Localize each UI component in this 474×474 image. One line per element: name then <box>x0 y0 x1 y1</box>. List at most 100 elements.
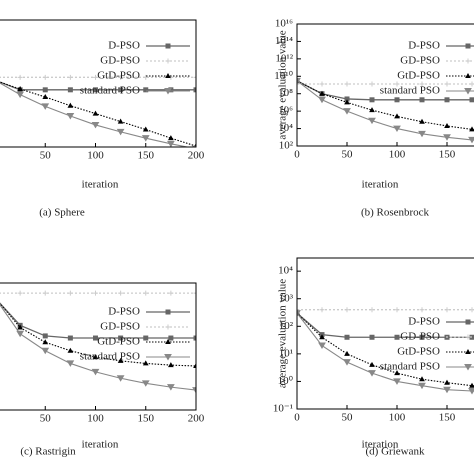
marker <box>93 290 98 296</box>
marker <box>343 108 351 115</box>
marker <box>92 354 99 360</box>
caption: (a) Sphere <box>39 207 85 219</box>
marker <box>469 81 474 87</box>
marker <box>17 324 23 330</box>
x-tick-label: 50 <box>342 412 354 424</box>
legend-label: standard PSO <box>80 85 140 97</box>
marker <box>66 113 75 120</box>
marker <box>444 97 450 103</box>
chart: D-PSO GD-PSO GtD-PSO standard PSO 0 50 100 150 1… <box>274 18 474 219</box>
marker <box>465 319 471 325</box>
marker <box>193 290 196 296</box>
marker <box>318 96 326 104</box>
marker <box>92 110 99 116</box>
marker <box>67 74 73 80</box>
marker <box>143 290 149 296</box>
legend-label: GD-PSO <box>100 55 140 67</box>
marker <box>443 134 451 141</box>
plot-area <box>0 74 196 147</box>
caption: (b) Rosenbrock <box>361 207 430 219</box>
marker <box>444 81 450 87</box>
y-tick-label: 10³ <box>279 292 294 304</box>
x-tick-label: 150 <box>138 150 155 162</box>
marker <box>319 81 325 87</box>
marker <box>42 339 49 345</box>
marker <box>444 307 450 313</box>
marker <box>344 334 350 340</box>
legend-label: D-PSO <box>408 316 440 328</box>
x-tick-label: 0 <box>294 149 300 161</box>
marker <box>42 333 48 339</box>
chart: D-PSO GD-PSO GtD-PSO standard PSO 50 100 150 20… <box>0 282 205 458</box>
marker <box>143 335 149 341</box>
y-tick-label: 10¹ <box>279 347 293 359</box>
marker <box>168 362 174 368</box>
legend-label: D-PSO <box>408 40 440 52</box>
marker <box>168 290 174 296</box>
marker <box>93 87 98 93</box>
marker <box>166 140 175 147</box>
series-line <box>297 312 474 387</box>
marker <box>469 307 474 313</box>
marker <box>319 307 325 313</box>
marker <box>368 370 376 377</box>
marker <box>143 74 149 80</box>
y-tick-label: 10⁴ <box>278 122 293 134</box>
marker <box>193 87 196 93</box>
marker <box>165 338 171 344</box>
marker <box>465 72 471 78</box>
marker <box>67 335 73 341</box>
marker <box>369 307 375 313</box>
marker <box>193 335 196 341</box>
marker <box>469 126 474 132</box>
marker <box>343 359 351 366</box>
x-tick-label: 50 <box>342 149 354 161</box>
y-tick-label: 10⁻¹ <box>273 403 293 415</box>
marker <box>118 74 124 80</box>
legend-label: standard PSO <box>380 85 440 97</box>
marker <box>394 334 400 340</box>
marker <box>165 309 171 315</box>
y-tick-label: 10² <box>279 320 294 332</box>
marker <box>369 334 375 340</box>
y-axis-label: average evaluation value <box>277 30 289 139</box>
marker <box>165 72 171 78</box>
y-tick-label: 10² <box>279 140 294 152</box>
marker <box>344 307 350 313</box>
marker <box>469 382 474 388</box>
x-tick-label: 150 <box>439 412 456 424</box>
marker <box>297 81 300 87</box>
legend-label: GtD-PSO <box>397 70 440 82</box>
legend-label: GD-PSO <box>400 331 440 343</box>
marker <box>168 335 174 341</box>
marker <box>465 348 471 354</box>
x-axis-label: iteration <box>362 179 399 191</box>
plot-area <box>297 77 474 144</box>
marker <box>419 97 425 103</box>
marker <box>165 43 171 49</box>
chart: D-PSO GD-PSO GtD-PSO standard PSO 50 100 150 20… <box>0 19 205 219</box>
marker <box>118 335 124 341</box>
marker <box>443 386 451 394</box>
marker <box>141 380 150 387</box>
marker <box>344 350 350 356</box>
caption: (c) Rastrigin <box>20 446 76 458</box>
series-line <box>297 80 474 131</box>
marker <box>16 91 25 99</box>
marker <box>419 376 425 382</box>
marker <box>469 97 474 103</box>
marker <box>17 74 23 80</box>
marker <box>142 360 149 366</box>
y-tick-label: 10⁰ <box>278 375 294 387</box>
marker <box>141 135 150 142</box>
marker <box>465 334 471 340</box>
marker <box>117 118 124 124</box>
marker <box>165 324 171 330</box>
marker <box>444 122 450 128</box>
marker <box>168 135 174 141</box>
legend-label: standard PSO <box>380 361 440 373</box>
legend-label: GtD-PSO <box>97 336 140 348</box>
plot-area <box>297 307 474 395</box>
marker <box>41 347 50 355</box>
marker <box>17 290 23 296</box>
